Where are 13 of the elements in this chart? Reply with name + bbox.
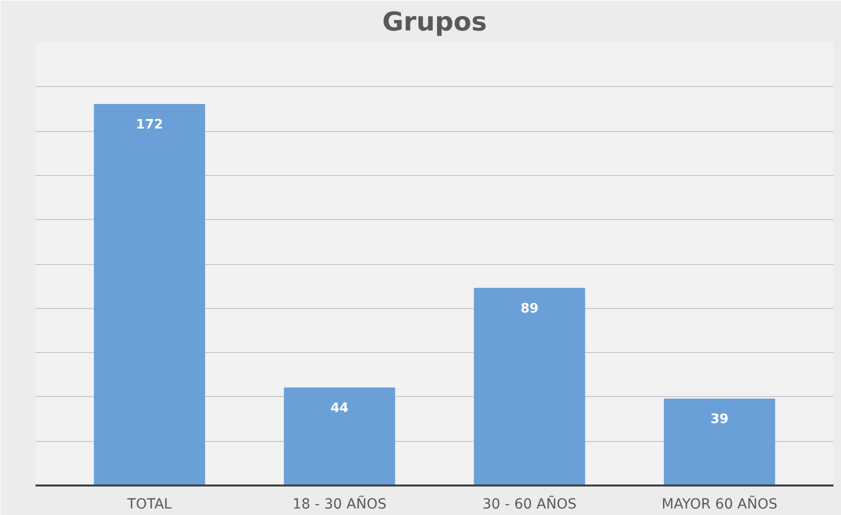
data-label: 39 — [710, 412, 729, 428]
bar — [94, 104, 206, 486]
x-tick-label: TOTAL — [126, 496, 172, 512]
bar — [664, 398, 776, 486]
x-tick-label: 30 - 60 AÑOS — [482, 496, 577, 512]
data-label: 44 — [330, 401, 349, 416]
bar — [284, 388, 396, 486]
x-tick-label: MAYOR 60 AÑOS — [662, 496, 778, 512]
x-tick-label: 18 - 30 AÑOS — [292, 496, 387, 512]
data-label: 89 — [520, 301, 539, 316]
bar — [474, 288, 586, 486]
data-label: 172 — [136, 118, 164, 133]
chart-title: Grupos — [382, 8, 487, 38]
